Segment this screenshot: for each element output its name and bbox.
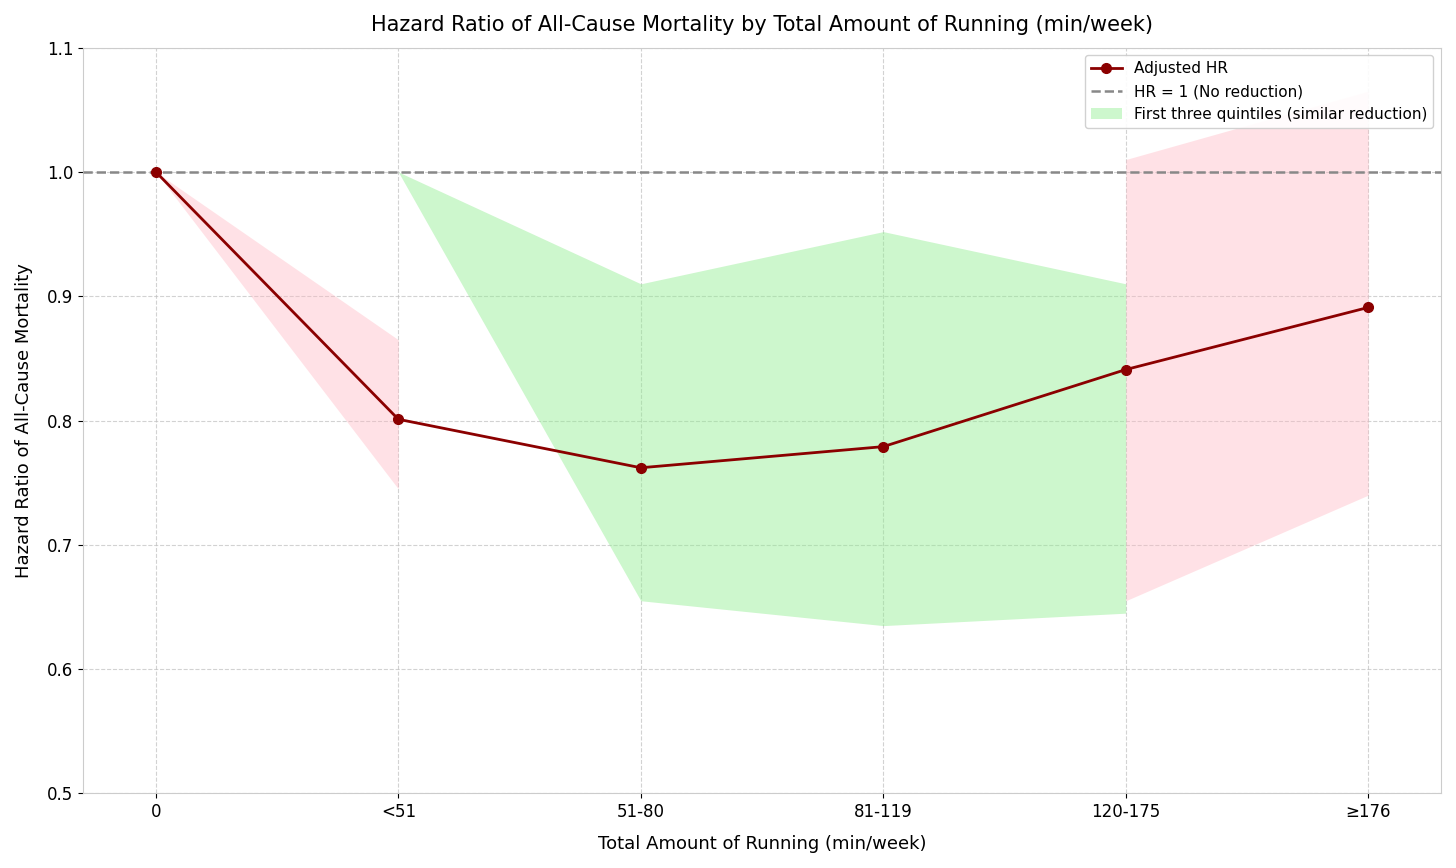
Legend: Adjusted HR, HR = 1 (No reduction), First three quintiles (similar reduction): Adjusted HR, HR = 1 (No reduction), Firs… — [1085, 56, 1433, 128]
X-axis label: Total Amount of Running (min/week): Total Amount of Running (min/week) — [598, 835, 926, 853]
Y-axis label: Hazard Ratio of All-Cause Mortality: Hazard Ratio of All-Cause Mortality — [15, 263, 33, 578]
Title: Hazard Ratio of All-Cause Mortality by Total Amount of Running (min/week): Hazard Ratio of All-Cause Mortality by T… — [371, 15, 1153, 35]
